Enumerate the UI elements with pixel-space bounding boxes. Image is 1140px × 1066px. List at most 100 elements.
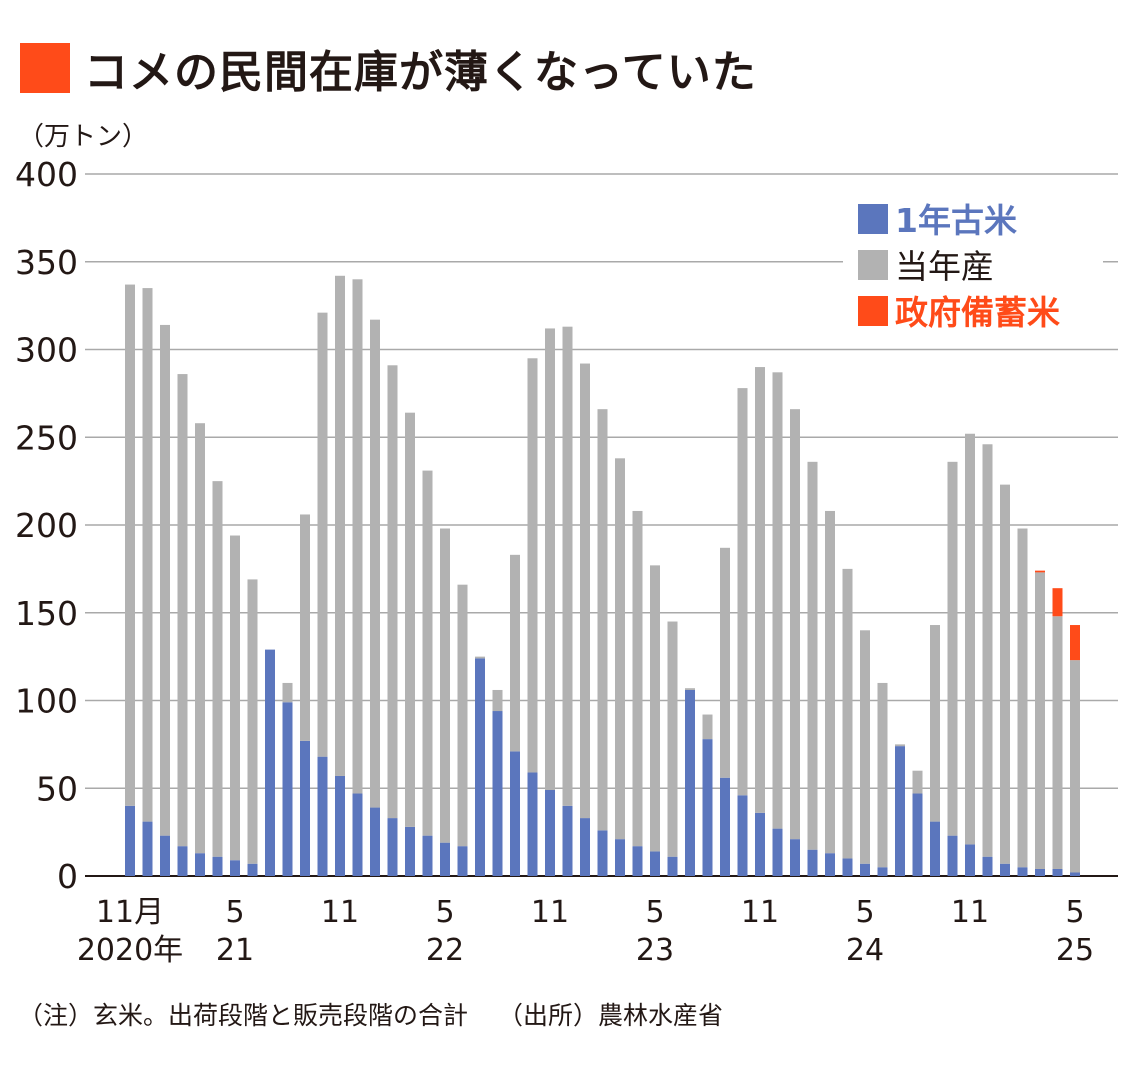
bar-current-year-46 — [930, 625, 940, 822]
bar-current-year-35 — [737, 388, 748, 796]
y-tick-label: 150 — [15, 594, 78, 633]
bar-current-year-40 — [825, 510, 835, 854]
bar-old-rice-21 — [492, 711, 503, 876]
bar-government-stock-52 — [1035, 570, 1045, 573]
bar-current-year-28 — [615, 458, 625, 840]
bars — [125, 275, 1080, 876]
bar-current-year-1 — [142, 288, 153, 822]
bar-old-rice-28 — [615, 839, 625, 876]
bar-old-rice-43 — [877, 867, 888, 876]
bar-current-year-9 — [282, 682, 293, 703]
bar-old-rice-48 — [965, 844, 975, 876]
bar-current-year-24 — [545, 328, 555, 791]
bar-current-year-52 — [1035, 572, 1045, 869]
legend-swatch-2 — [858, 296, 888, 326]
bar-current-year-20 — [475, 656, 485, 659]
x-tick-label: 11月 — [96, 895, 164, 930]
legend-label-2: 政府備蓄米 — [895, 293, 1060, 332]
bar-current-year-50 — [1000, 484, 1010, 864]
bar-current-year-27 — [597, 409, 608, 831]
bar-old-rice-40 — [825, 853, 835, 876]
bar-old-rice-12 — [335, 775, 345, 876]
y-tick-label: 400 — [15, 155, 78, 194]
bar-old-rice-2 — [160, 835, 170, 876]
bar-old-rice-53 — [1052, 868, 1063, 876]
bar-current-year-36 — [755, 367, 765, 813]
bar-old-rice-29 — [632, 846, 643, 876]
x-tick-label: 25 — [1056, 933, 1094, 968]
x-tick-label: 22 — [426, 933, 464, 968]
bar-current-year-45 — [912, 770, 923, 794]
bar-old-rice-41 — [842, 858, 853, 876]
y-tick-labels: 400 350 300 250 200 150 100 50 0 — [15, 155, 78, 896]
footnote: （注）玄米。出荷段階と販売段階の合計 — [18, 1001, 469, 1030]
bar-current-year-41 — [842, 568, 853, 859]
bar-old-rice-38 — [790, 839, 800, 876]
bar-old-rice-49 — [982, 856, 993, 876]
bar-old-rice-39 — [807, 849, 818, 876]
bar-old-rice-50 — [1000, 863, 1010, 876]
legend-swatch-1 — [858, 250, 888, 280]
bar-old-rice-34 — [720, 777, 730, 876]
bar-current-year-39 — [807, 461, 818, 850]
x-tick-label: 5 — [855, 895, 874, 930]
legend-label-0: 1年古米 — [895, 201, 1017, 240]
bar-old-rice-42 — [860, 863, 870, 876]
bar-current-year-47 — [947, 461, 958, 836]
bar-current-year-7 — [247, 579, 258, 864]
bar-current-year-42 — [860, 630, 870, 864]
x-tick-label: 2020年 — [77, 933, 183, 968]
bar-current-year-29 — [632, 510, 643, 847]
bar-old-rice-54 — [1070, 872, 1080, 876]
bar-old-rice-24 — [545, 790, 555, 876]
bar-current-year-53 — [1052, 616, 1063, 869]
bar-old-rice-16 — [405, 826, 415, 876]
bar-current-year-16 — [405, 412, 415, 827]
x-tick-label: 11 — [951, 895, 989, 930]
bar-current-year-0 — [125, 284, 135, 806]
bar-government-stock-54 — [1070, 625, 1080, 661]
bar-old-rice-9 — [282, 702, 293, 876]
x-tick-label: 5 — [1065, 895, 1084, 930]
legend-swatch-0 — [858, 204, 888, 234]
bar-old-rice-26 — [580, 818, 590, 876]
x-tick-label: 21 — [216, 933, 254, 968]
x-tick-label: 11 — [531, 895, 569, 930]
bar-current-year-3 — [177, 374, 188, 847]
bar-old-rice-45 — [912, 793, 923, 876]
bar-current-year-48 — [965, 433, 975, 845]
bar-old-rice-47 — [947, 835, 958, 876]
bar-old-rice-6 — [230, 860, 240, 876]
bar-current-year-30 — [650, 565, 660, 852]
bar-current-year-6 — [230, 535, 240, 861]
y-tick-label: 0 — [57, 857, 78, 896]
bar-current-year-2 — [160, 324, 170, 836]
bar-old-rice-52 — [1035, 868, 1045, 876]
bar-current-year-44 — [895, 744, 905, 747]
bar-old-rice-51 — [1017, 867, 1028, 876]
bar-old-rice-19 — [457, 846, 468, 876]
bar-old-rice-37 — [772, 828, 783, 876]
y-tick-label: 200 — [15, 506, 78, 545]
bar-old-rice-18 — [440, 842, 450, 876]
bar-current-year-5 — [212, 481, 223, 857]
bar-old-rice-7 — [247, 863, 258, 876]
y-tick-label: 250 — [15, 418, 78, 457]
bar-old-rice-13 — [352, 793, 363, 876]
chart-title-row: コメの民間在庫が薄くなっていた — [20, 40, 757, 98]
x-tick-label: 5 — [225, 895, 244, 930]
x-tick-label: 11 — [741, 895, 779, 930]
bar-old-rice-27 — [597, 830, 608, 876]
bar-old-rice-30 — [650, 851, 660, 876]
bar-current-year-32 — [685, 688, 695, 690]
bar-current-year-54 — [1070, 660, 1080, 873]
bar-current-year-12 — [335, 275, 345, 776]
bar-old-rice-36 — [755, 812, 765, 876]
x-tick-label: 5 — [645, 895, 664, 930]
bar-old-rice-17 — [422, 835, 433, 876]
source-note: （出所）農林水産省 — [498, 1001, 724, 1030]
y-tick-label: 350 — [15, 243, 78, 282]
